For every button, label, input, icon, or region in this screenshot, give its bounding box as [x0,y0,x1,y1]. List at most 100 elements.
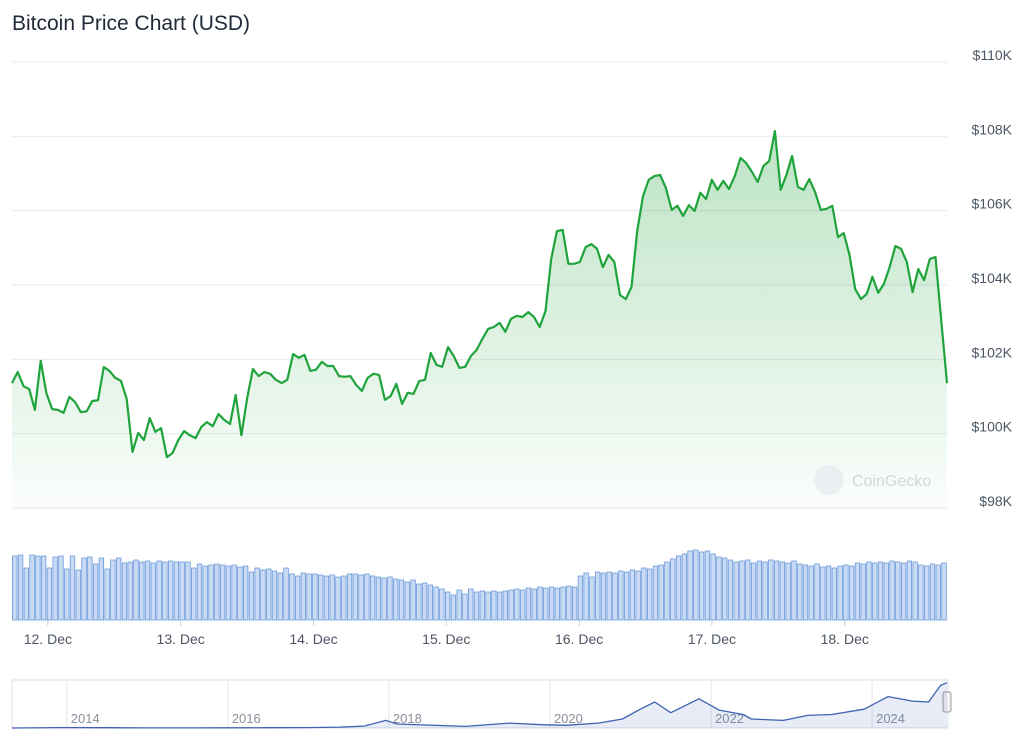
volume-bar [537,586,543,621]
volume-bar [387,576,393,621]
volume-bar [854,562,861,621]
volume-bar [179,561,185,621]
volume-bar [456,589,462,621]
volume-bar [404,581,410,621]
volume-bar [520,589,526,621]
volume-bar [531,588,537,621]
volume-bar [774,560,780,621]
volume-bar [185,561,191,621]
volume-bar [421,582,428,621]
volume-bar [675,555,682,621]
volume-bar [791,560,797,621]
volume-bar [577,575,584,621]
volume-bar [727,559,734,621]
volume-bar [445,591,451,621]
volume-bar [716,556,722,621]
volume-bar [918,564,924,621]
volume-bar [693,549,699,621]
volume-bar [710,553,716,621]
volume-bar [912,561,918,621]
volume-bar [779,561,786,621]
volume-bar [623,571,630,621]
volume-bar [23,567,29,621]
volume-bar [150,562,156,621]
volume-bar [375,576,382,621]
volume-bar [237,566,243,621]
volume-bar [473,591,480,621]
volume-bar [468,588,474,621]
volume-bar [929,563,936,621]
volume-bar [756,560,762,621]
volume-bar [300,572,307,621]
navigator-tick-label: 2020 [554,711,583,726]
volume-bar [566,585,572,621]
volume-bar [283,567,289,621]
y-tick-label: $102K [972,344,1013,360]
y-tick-label: $108K [972,121,1013,137]
volume-bar [820,566,826,621]
x-tick-label: 16. Dec [555,631,603,647]
volume-bar [52,556,58,621]
volume-bar [202,565,208,621]
navigator-tick-label: 2024 [876,711,905,726]
volume-bar [704,550,711,621]
x-tick-label: 13. Dec [157,631,205,647]
chart-title: Bitcoin Price Chart (USD) [12,12,250,35]
volume-bar [144,560,151,621]
volume-bar [508,589,514,621]
volume-bar [427,584,433,621]
volume-bar [941,562,947,621]
volume-bar [450,594,457,621]
volume-bar [906,560,913,621]
volume-bar [416,583,422,621]
volume-bar [900,562,907,621]
volume-bar [294,575,301,621]
x-tick-label: 18. Dec [821,631,869,647]
volume-bar [612,572,618,621]
volume-bar [17,554,24,621]
volume-bar [641,567,647,621]
volume-bar [41,555,47,621]
volume-bar [664,561,670,621]
volume-bar [398,579,405,621]
volume-bar [687,550,693,621]
volume-bar [762,561,768,621]
volume-bar [502,590,509,621]
volume-bar [883,562,889,621]
y-tick-label: $110K [973,47,1013,63]
volume-bar [335,576,341,621]
volume-bar [525,587,532,621]
volume-bar [243,565,249,621]
x-tick-label: 15. Dec [422,631,470,647]
volume-bar [98,557,104,621]
volume-bar [479,590,485,621]
volume-bar [629,569,635,621]
volume-bar [548,586,555,621]
volume-bar [139,561,145,621]
volume-bar [514,588,520,621]
volume-bar [814,563,820,621]
volume-bar [156,560,162,621]
navigator-tick-label: 2018 [393,711,422,726]
volume-bar [635,570,641,621]
volume-bar [658,564,664,621]
volume-bar [104,568,110,621]
volume-bar [825,565,832,621]
volume-bar [652,565,659,621]
volume-bar [225,565,231,621]
volume-bar [173,561,180,621]
volume-bar [543,587,549,621]
volume-bar [277,572,283,621]
volume-bar [439,588,445,621]
navigator-handle[interactable] [942,691,952,713]
volume-bar [58,555,64,621]
volume-bar [289,573,295,621]
volume-bar [750,562,757,621]
volume-bar [831,567,837,621]
volume-bar [318,574,324,621]
volume-bar [167,560,174,621]
volume-bar [12,555,18,621]
volume-bar [571,586,578,621]
volume-bar [670,558,676,621]
